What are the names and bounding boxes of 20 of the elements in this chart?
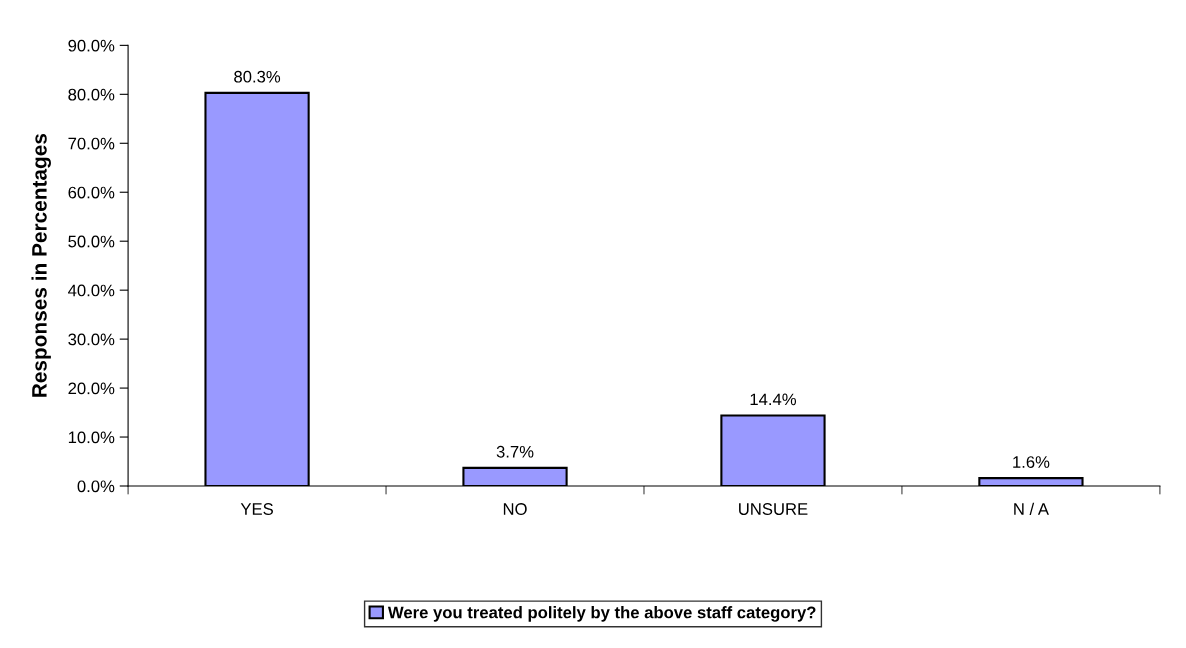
y-tick-label: 40.0% <box>68 284 115 297</box>
y-axis-title: Responses in Percentages <box>31 133 51 397</box>
legend-label: Were you treated politely by the above staff category? <box>387 606 816 622</box>
x-tick-label: YES <box>240 503 273 515</box>
y-tick-label: 10.0% <box>68 431 115 444</box>
y-tick-label: 20.0% <box>68 382 115 395</box>
y-tick-label: 90.0% <box>68 39 115 52</box>
y-tick-label: 70.0% <box>68 137 115 150</box>
y-tick-label: 50.0% <box>68 235 115 248</box>
y-tick-label: 80.0% <box>68 88 115 101</box>
data-label: 1.6% <box>1013 456 1050 468</box>
y-tick-label: 0.0% <box>77 480 115 493</box>
x-tick-label: NO <box>503 503 527 515</box>
y-tick-label: 30.0% <box>68 333 115 346</box>
x-tick-label: N / A <box>1014 502 1049 515</box>
x-tick-label: UNSURE <box>739 503 808 515</box>
data-label: 14.4% <box>750 393 797 406</box>
data-label: 3.7% <box>496 445 534 458</box>
y-tick-label: 60.0% <box>68 186 115 199</box>
data-label: 80.3% <box>234 70 281 83</box>
